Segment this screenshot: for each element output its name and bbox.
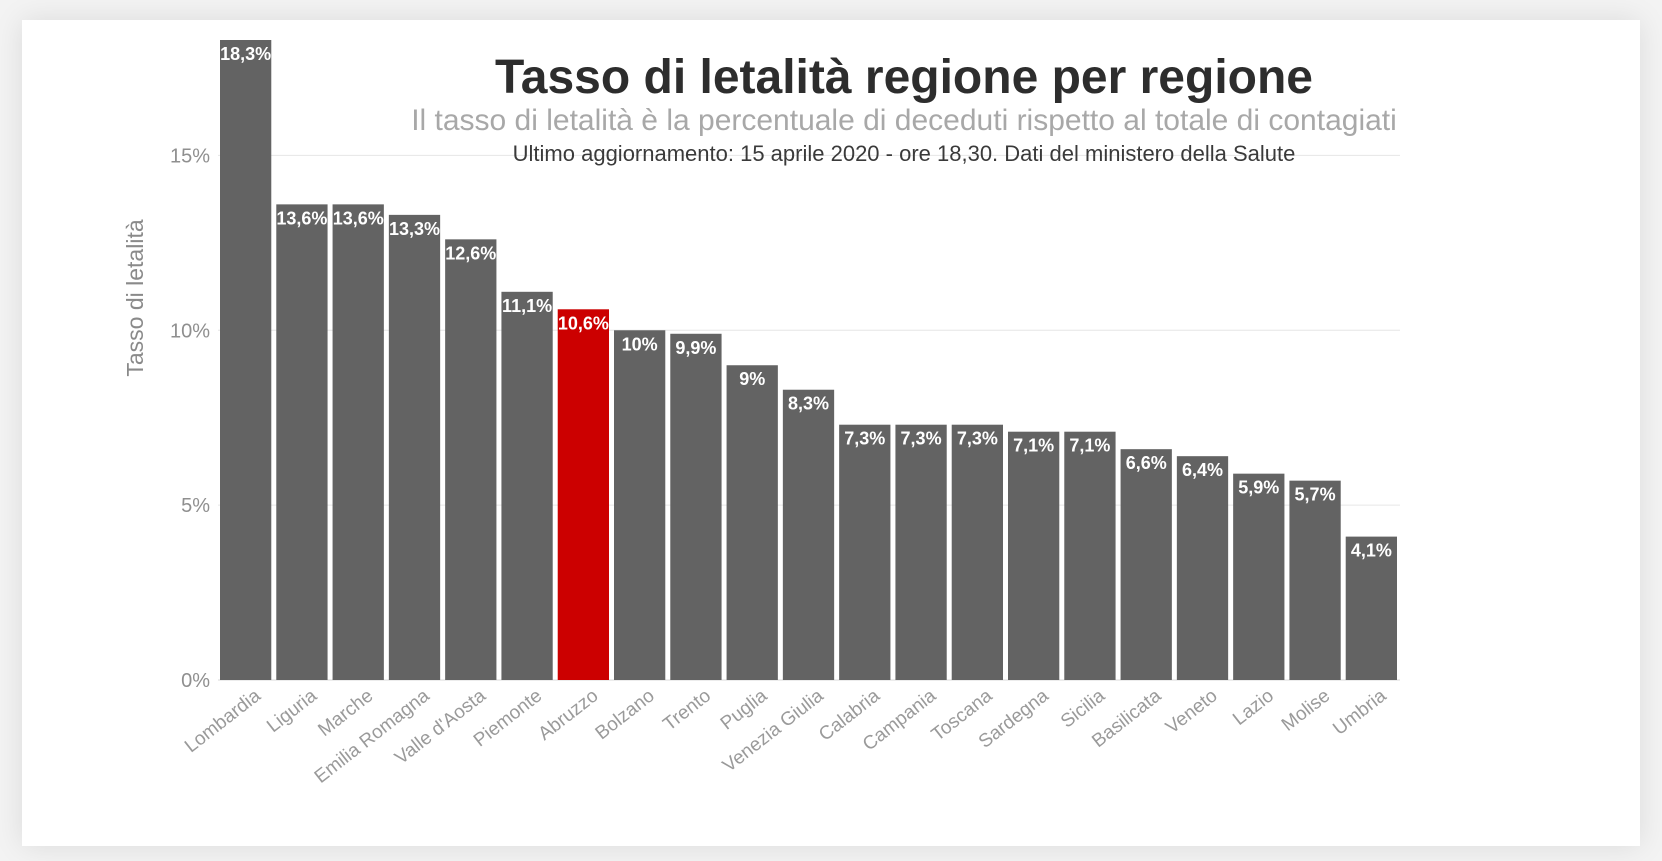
chart-note: Ultimo aggiornamento: 15 aprile 2020 - o… [513, 141, 1296, 166]
bar-molise [1289, 480, 1341, 680]
bar-valle-d-aosta [445, 239, 497, 680]
data-label: 10% [622, 334, 658, 354]
bar-sicilia [1064, 431, 1116, 680]
data-label: 6,4% [1182, 460, 1223, 480]
data-label: 9,9% [675, 338, 716, 358]
x-tick-label: Liguria [263, 685, 321, 737]
x-tick-label: Lombardia [181, 685, 265, 757]
bar-puglia [726, 365, 778, 680]
bar-piemonte [501, 291, 553, 680]
bar-veneto [1176, 456, 1229, 680]
y-tick-label: 10% [170, 320, 210, 342]
x-tick-label: Venezia Giulia [719, 685, 828, 777]
data-label: 13,6% [333, 208, 384, 228]
data-label: 7,3% [901, 429, 942, 449]
bar-lombardia [220, 40, 272, 680]
data-label: 13,6% [276, 208, 327, 228]
y-tick-label: 0% [181, 670, 210, 692]
data-labels: 18,3%13,6% 13,6%13,3%12,6%11,1%10,6%10% 9,… [220, 44, 1392, 561]
data-label: 5,7% [1295, 485, 1336, 505]
data-label: 10,6% [558, 313, 609, 333]
chart-title: Tasso di letalità regione per regione [495, 51, 1313, 104]
data-label: 11,1% [502, 296, 552, 316]
data-label: 7,3% [957, 429, 998, 449]
bars [220, 40, 1397, 680]
data-label: 7,1% [1013, 436, 1054, 456]
bar-liguria [276, 204, 328, 680]
y-tick-label: 15% [170, 145, 210, 167]
bar-marche [332, 204, 384, 680]
data-label: 13,3% [389, 219, 440, 239]
bar-basilicata [1120, 449, 1172, 680]
bar-umbria [1345, 536, 1397, 680]
bar-venezia-giulia [782, 389, 835, 680]
bar-chart: 18,3%13,6% 13,6%13,3%12,6%11,1%10,6%10% 9,… [122, 40, 1400, 788]
bar-bolzano [614, 330, 666, 680]
bar-trento [670, 333, 722, 680]
data-label: 18,3% [220, 44, 271, 64]
bar-emilia-romagna [388, 214, 441, 680]
y-axis-ticks: 0% 5% 10% 15% [170, 145, 210, 692]
x-tick-label: Trento [659, 685, 715, 735]
chart-subtitle: Il tasso di letalità è la percentuale di… [411, 104, 1397, 137]
bar-lazio [1233, 473, 1285, 680]
x-tick-label: Umbria [1329, 685, 1391, 740]
data-label: 5,9% [1238, 478, 1279, 498]
x-tick-label: Molise [1278, 685, 1334, 735]
data-label: 6,6% [1126, 453, 1167, 473]
chart-card: 18,3% 13,6% 13,6% 13,3% 12,6% 11,1% 10,6% 10% 9,… [22, 20, 1640, 846]
data-label: 7,1% [1069, 436, 1110, 456]
bar-campania [895, 424, 947, 680]
data-label: 9% [739, 369, 765, 389]
data-label: 8,3% [788, 394, 829, 414]
x-tick-label: Lazio [1229, 685, 1278, 730]
data-label: 7,3% [844, 429, 885, 449]
bar-calabria [839, 424, 891, 680]
bar-sardegna [1008, 431, 1060, 680]
data-label: 12,6% [445, 243, 496, 263]
bar-toscana [951, 424, 1003, 680]
y-axis-label: Tasso di letalità [122, 219, 148, 376]
data-label: 4,1% [1351, 541, 1392, 561]
bar-abruzzo [557, 309, 609, 680]
x-tick-label: Abruzzo [535, 685, 603, 744]
x-tick-label: Bolzano [592, 685, 659, 744]
x-tick-label: Veneto [1162, 685, 1222, 738]
y-tick-label: 5% [181, 495, 210, 517]
